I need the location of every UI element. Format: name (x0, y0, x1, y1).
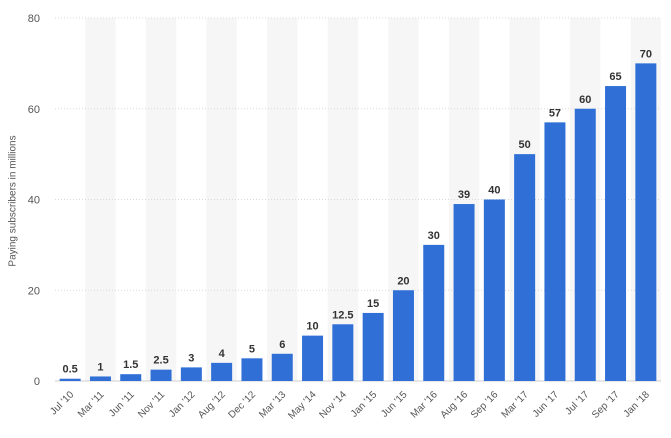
bar (59, 378, 81, 381)
data-label: 5 (249, 343, 255, 355)
x-tick-label: Sep '16 (469, 389, 501, 421)
x-tick-label: Jan '18 (622, 389, 653, 420)
data-label: 20 (397, 275, 409, 287)
bar (483, 199, 505, 381)
bar (453, 204, 475, 381)
y-tick-label: 80 (28, 13, 40, 25)
x-tick-label: Nov '14 (317, 389, 349, 421)
data-label: 65 (609, 71, 621, 83)
y-tick-label: 40 (28, 195, 40, 207)
bar (150, 369, 172, 381)
data-label: 57 (549, 107, 561, 119)
bar (332, 324, 354, 381)
x-tick-label: Jul '10 (48, 389, 76, 417)
x-tick-label: Nov '11 (136, 389, 167, 420)
bar (271, 353, 293, 381)
x-tick-label: Jun '17 (531, 389, 562, 420)
bar (302, 335, 324, 381)
data-label: 3 (188, 352, 194, 364)
x-tick-label: Dec '12 (227, 389, 259, 421)
data-label: 60 (579, 94, 591, 106)
data-label: 6 (279, 339, 285, 351)
bar (180, 367, 202, 381)
bar (544, 122, 566, 382)
data-label: 1.5 (123, 359, 138, 371)
data-label: 2.5 (153, 355, 168, 367)
data-label: 12.5 (332, 309, 353, 321)
bar (423, 244, 445, 381)
x-tick-label: Jul '17 (563, 389, 591, 417)
bar (635, 63, 657, 381)
bar (362, 312, 384, 381)
x-tick-label: Jun '11 (107, 389, 137, 419)
data-label: 50 (519, 139, 531, 151)
data-label: 70 (640, 48, 652, 60)
data-label: 1 (97, 361, 103, 373)
x-tick-label: Mar '16 (409, 389, 440, 420)
y-tick-label: 60 (28, 104, 40, 116)
x-tick-label: Aug '12 (196, 389, 228, 421)
data-label: 30 (428, 230, 440, 242)
bar (120, 374, 142, 381)
bar (514, 154, 536, 381)
x-tick-label: Mar '17 (500, 389, 531, 420)
x-tick-label: Sep '17 (590, 389, 622, 421)
data-label: 4 (219, 348, 226, 360)
y-tick-label: 0 (34, 376, 40, 388)
bar (574, 108, 596, 381)
bar (241, 358, 263, 381)
y-tick-label: 20 (28, 285, 40, 297)
x-tick-label: May '14 (286, 389, 319, 422)
data-label: 15 (367, 298, 379, 310)
x-tick-label: Mar '11 (76, 389, 107, 420)
data-label: 40 (488, 185, 500, 197)
data-label: 39 (458, 189, 470, 201)
bar (211, 362, 233, 381)
x-tick-label: Jan '15 (349, 389, 380, 420)
bar (392, 290, 414, 381)
x-tick-label: Aug '16 (439, 389, 471, 421)
background-band (145, 18, 177, 381)
x-tick-label: Jun '15 (379, 389, 410, 420)
x-tick-label: Jan '12 (167, 389, 198, 420)
x-tick-label: Mar '13 (257, 389, 288, 420)
bar (605, 86, 627, 381)
data-label: 0.5 (63, 364, 78, 376)
data-label: 10 (306, 321, 318, 333)
bar (89, 376, 111, 381)
